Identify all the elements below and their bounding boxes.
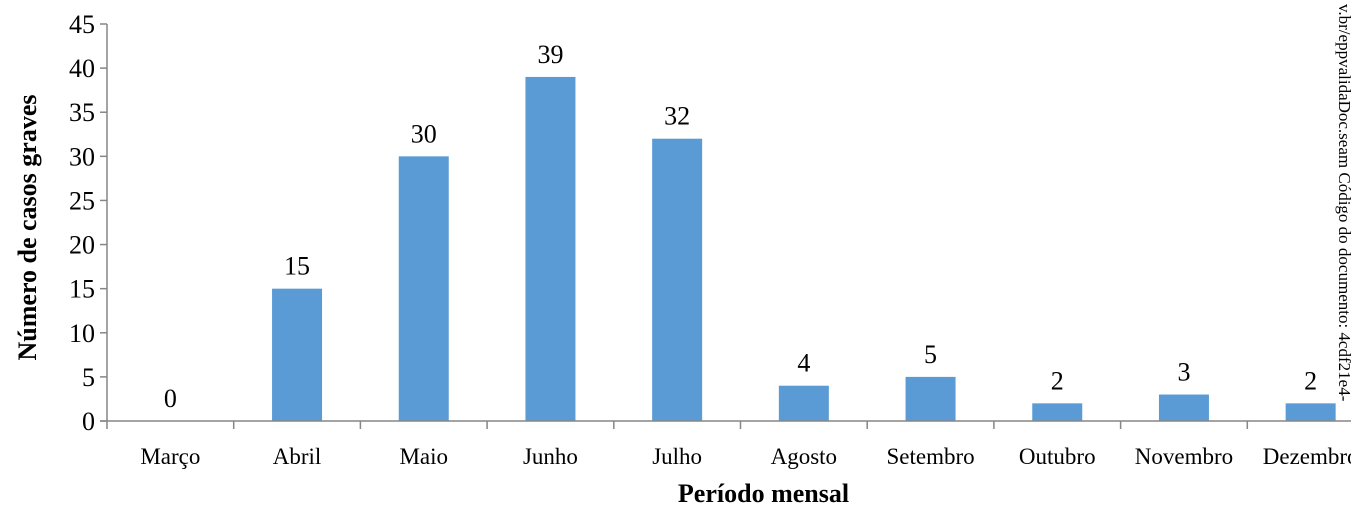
y-axis-title: Número de casos graves (13, 95, 42, 361)
x-tick-label: Novembro (1135, 444, 1233, 469)
data-label: 39 (537, 40, 563, 69)
data-label: 2 (1051, 366, 1064, 395)
x-tick-label: Agosto (771, 444, 837, 469)
bar (1032, 403, 1083, 421)
bar (1285, 403, 1336, 421)
x-ticks-group: Março Abril Maio Junho Julho Agosto Setembro Ou… (106, 421, 1351, 469)
x-tick-label: Setembro (886, 444, 974, 469)
bar (652, 138, 703, 421)
x-axis-title: Período mensal (678, 479, 849, 508)
bar (1158, 394, 1209, 421)
y-tick-label: 25 (69, 186, 95, 215)
y-tick-label: 40 (69, 54, 95, 83)
x-tick-label: Março (140, 444, 200, 469)
data-label: 30 (411, 119, 437, 148)
y-tick-label: 10 (69, 319, 95, 348)
bar (778, 385, 829, 421)
data-label: 3 (1177, 358, 1190, 387)
bar (272, 288, 323, 421)
data-label: 2 (1304, 366, 1317, 395)
y-tick-label: 0 (82, 407, 95, 436)
data-label: 32 (664, 102, 690, 131)
bar (525, 76, 576, 421)
data-label: 0 (164, 384, 177, 413)
y-tick-label: 35 (69, 98, 95, 127)
bars-group (272, 76, 1336, 422)
data-label: 15 (284, 252, 310, 281)
data-label: 4 (797, 349, 810, 378)
data-label: 5 (924, 340, 937, 369)
y-tick-label: 30 (69, 142, 95, 171)
x-tick-label: Junho (523, 444, 578, 469)
bar (398, 156, 449, 422)
x-tick-label: Julho (652, 444, 702, 469)
x-tick-label: Maio (399, 444, 448, 469)
x-tick-label: Outubro (1019, 444, 1096, 469)
x-tick-label: Dezembro (1263, 444, 1351, 469)
y-tick-label: 15 (69, 275, 95, 304)
side-watermark-text: v.br/eppvalidaDoc.seam Código do documen… (1335, 4, 1351, 402)
axes-group (100, 24, 1351, 422)
y-tick-label: 5 (82, 363, 95, 392)
y-ticks-group: 0 5 10 15 20 25 30 35 40 45 (69, 10, 107, 436)
y-tick-label: 20 (69, 231, 95, 260)
x-tick-label: Abril (273, 444, 322, 469)
y-tick-label: 45 (69, 10, 95, 39)
bar (905, 376, 956, 421)
